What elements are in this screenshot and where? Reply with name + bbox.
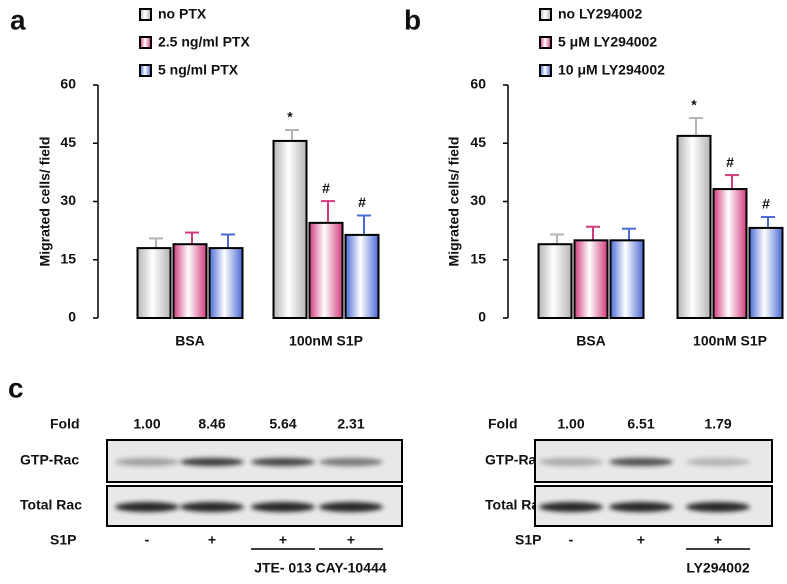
blot-band: [319, 502, 383, 512]
inhibitor-label: JTE- 013: [254, 560, 312, 576]
blot-band: [180, 502, 244, 512]
bar: [573, 239, 609, 319]
y-tick-label: 60: [60, 76, 76, 92]
x-tick-label: BSA: [175, 333, 205, 349]
blot-band: [180, 458, 244, 466]
panel-label: b: [404, 4, 421, 35]
blot-band: [251, 458, 315, 466]
fold-value: 1.79: [704, 416, 731, 432]
blot-band: [319, 458, 383, 466]
y-tick-label: 60: [470, 76, 486, 92]
bar: [676, 134, 712, 319]
treatment-sign: +: [279, 532, 287, 548]
treatment-sign: +: [208, 532, 216, 548]
legend-swatch: [139, 36, 152, 49]
significance-marker: #: [762, 196, 770, 212]
fold-value: 1.00: [557, 416, 584, 432]
treatment-sign: -: [569, 532, 574, 548]
treatment-sign: +: [637, 532, 645, 548]
fold-label: Fold: [50, 416, 80, 432]
legend-swatch: [539, 64, 552, 77]
x-tick-label: BSA: [576, 333, 606, 349]
treatment-sign: +: [714, 532, 722, 548]
y-axis-label: Migrated cells/ field: [37, 137, 53, 267]
legend-swatch: [139, 8, 152, 21]
bar: [712, 188, 748, 319]
bar: [344, 233, 380, 319]
fold-value: 2.31: [337, 416, 364, 432]
significance-marker: *: [691, 97, 697, 113]
legend-swatch: [539, 36, 552, 49]
significance-marker: #: [322, 180, 330, 196]
blot-band: [686, 502, 750, 512]
blot-band: [539, 458, 603, 466]
y-tick-label: 45: [60, 134, 76, 150]
legend-swatch: [539, 8, 552, 21]
treatment-label: S1P: [515, 532, 541, 548]
bar: [272, 139, 308, 319]
row-label: Total Rac: [20, 497, 82, 513]
bar: [748, 226, 784, 319]
legend-label: 10 μM LY294002: [558, 62, 665, 78]
x-tick-label: 100nM S1P: [693, 333, 767, 349]
fold-value: 5.64: [269, 416, 296, 432]
y-tick-label: 0: [68, 309, 76, 325]
blot-band: [539, 502, 603, 512]
blot-band: [115, 458, 179, 466]
blot-band: [609, 458, 673, 466]
panel-label: a: [10, 4, 26, 35]
row-label: Total Rac: [485, 497, 547, 513]
legend-swatch: [139, 64, 152, 77]
row-label: GTP-Rac: [20, 452, 79, 468]
inhibitor-label: CAY-10444: [315, 560, 386, 576]
significance-marker: #: [726, 154, 734, 170]
x-tick-label: 100nM S1P: [289, 333, 363, 349]
fold-value: 1.00: [133, 416, 160, 432]
significance-marker: #: [358, 194, 366, 210]
blot-band: [609, 502, 673, 512]
treatment-label: S1P: [50, 532, 76, 548]
fold-label: Fold: [488, 416, 518, 432]
bar: [172, 243, 208, 319]
legend-label: 5 ng/ml PTX: [158, 62, 239, 78]
legend-label: no LY294002: [558, 6, 643, 22]
bar: [136, 247, 172, 320]
bar: [208, 247, 244, 320]
bar: [308, 221, 344, 320]
blot-band: [115, 502, 179, 512]
legend-label: 5 μM LY294002: [558, 34, 657, 50]
row-label: GTP-Rac: [485, 452, 544, 468]
y-tick-label: 30: [470, 192, 486, 208]
inhibitor-label: LY294002: [686, 560, 750, 576]
bar: [609, 239, 645, 319]
legend-label: no PTX: [158, 6, 207, 22]
y-tick-label: 15: [60, 250, 76, 266]
fold-value: 6.51: [627, 416, 654, 432]
treatment-sign: +: [347, 532, 355, 548]
y-tick-label: 0: [478, 309, 486, 325]
legend-label: 2.5 ng/ml PTX: [158, 34, 250, 50]
blot-band: [686, 458, 750, 466]
significance-marker: *: [287, 109, 293, 125]
y-axis-label: Migrated cells/ field: [446, 137, 462, 267]
treatment-sign: -: [145, 532, 150, 548]
blot-band: [251, 502, 315, 512]
bar: [537, 243, 573, 319]
y-tick-label: 30: [60, 192, 76, 208]
y-tick-label: 45: [470, 134, 486, 150]
y-tick-label: 15: [470, 250, 486, 266]
panel-label: c: [8, 372, 24, 403]
fold-value: 8.46: [198, 416, 225, 432]
